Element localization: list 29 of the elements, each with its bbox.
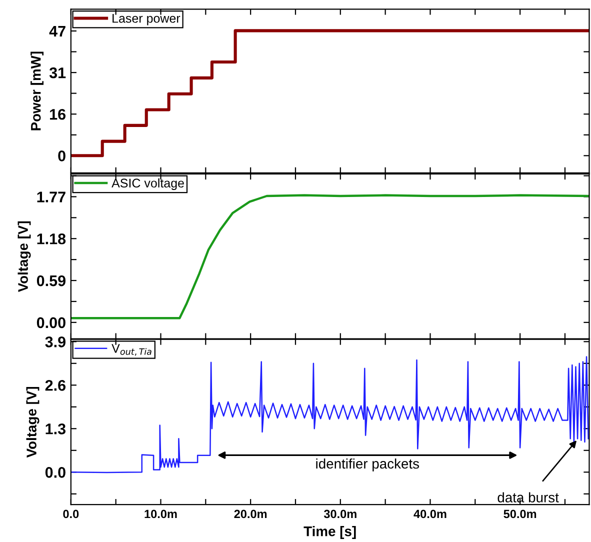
- y-tick-label: 1.18: [37, 233, 66, 244]
- y-axis-title: Voltage [V]: [26, 386, 40, 458]
- legend-label: V$_{out,Tia}$: [112, 344, 152, 356]
- annotation: data burst: [498, 492, 559, 502]
- line-series: [70, 356, 589, 474]
- y-tick-label: 47: [49, 26, 66, 37]
- y-tick-label: 1.3: [46, 424, 66, 434]
- y-axis-title: Power [mW]: [30, 52, 44, 130]
- y-tick-label: 31: [49, 67, 66, 78]
- y-tick-label: 0: [58, 150, 66, 162]
- y-tick-label: 1.77: [37, 192, 66, 202]
- x-tick-label: 40.0m: [414, 510, 446, 518]
- x-tick-label: 20.0m: [234, 510, 267, 518]
- y-tick-label: 2.6: [45, 380, 66, 391]
- y-tick-label: 0.00: [36, 317, 66, 328]
- text: Laser power: [112, 14, 180, 26]
- x-tick-label: 30.0m: [324, 510, 356, 518]
- y-tick-label: 3.9: [45, 336, 66, 348]
- y-axis-title: Voltage [V]: [18, 221, 31, 292]
- line-series: [70, 194, 590, 320]
- y-tick-label: 16: [50, 108, 66, 120]
- y-tick-label: 0.59: [36, 275, 66, 286]
- x-tick-label: 50.0m: [504, 510, 536, 518]
- x-tick-label: 0.0: [63, 510, 79, 518]
- legend-label: ASIC voltage: [112, 178, 184, 190]
- y-tick-label: 0.0: [45, 467, 66, 478]
- annotation: identifier packets: [316, 458, 420, 472]
- x-tick-label: 10.0m: [144, 510, 177, 518]
- x-axis-title: Time [s]: [304, 526, 356, 539]
